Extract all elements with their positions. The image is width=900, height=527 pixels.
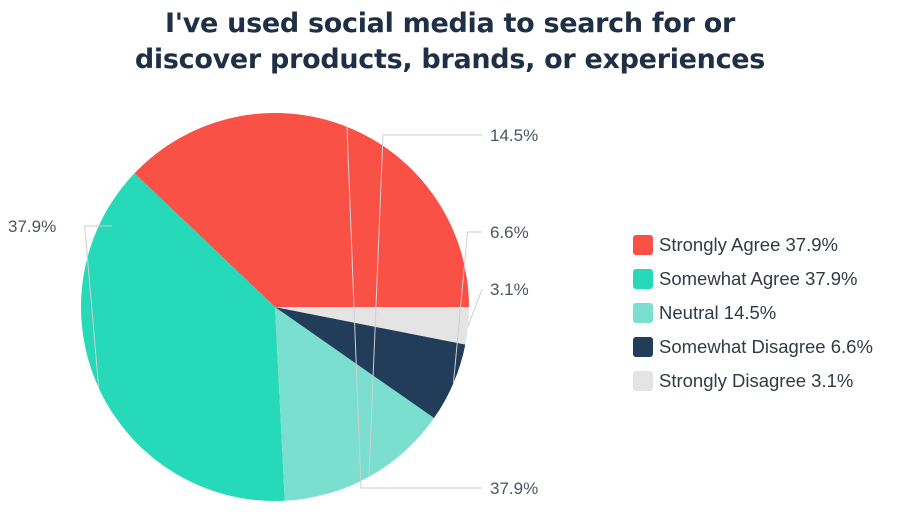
- pie-slice-somewhat-agree: [81, 173, 285, 501]
- legend-swatch-somewhat-disagree: [633, 337, 653, 357]
- legend-item-neutral: Neutral 14.5%: [633, 296, 873, 330]
- legend: Strongly Agree 37.9% Somewhat Agree 37.9%…: [633, 228, 873, 398]
- legend-label-strongly-disagree: Strongly Disagree 3.1%: [659, 370, 854, 391]
- data-label-strongly-disagree: 3.1%: [490, 280, 529, 299]
- legend-item-strongly-agree: Strongly Agree 37.9%: [633, 228, 873, 262]
- leader-lines: [84, 126, 483, 489]
- legend-item-somewhat-disagree: Somewhat Disagree 6.6%: [633, 330, 873, 364]
- pie-slice-strongly-agree: [134, 113, 470, 308]
- legend-swatch-strongly-agree: [633, 235, 653, 255]
- data-label-somewhat-disagree: 6.6%: [490, 223, 529, 242]
- leader-line-somewhat-disagree: [453, 231, 482, 383]
- legend-item-somewhat-agree: Somewhat Agree 37.9%: [633, 262, 873, 296]
- chart-title-line-2: discover products, brands, or experience…: [134, 44, 766, 75]
- leader-line-strongly-disagree: [467, 288, 483, 327]
- legend-swatch-neutral: [633, 303, 653, 323]
- pie-slice-neutral: [275, 307, 435, 501]
- chart-title-line-1: I've used social media to search for or: [165, 8, 735, 39]
- pie-slice-strongly-disagree: [275, 307, 469, 345]
- leader-line-strongly-agree: [346, 126, 482, 489]
- legend-label-neutral: Neutral 14.5%: [659, 302, 777, 323]
- legend-label-strongly-agree: Strongly Agree 37.9%: [659, 234, 838, 255]
- data-label-somewhat-agree: 37.9%: [8, 217, 56, 236]
- legend-swatch-strongly-disagree: [633, 371, 653, 391]
- pie-slices: [81, 113, 470, 501]
- leader-line-neutral: [368, 134, 482, 477]
- legend-label-somewhat-disagree: Somewhat Disagree 6.6%: [659, 336, 873, 357]
- legend-swatch-somewhat-agree: [633, 269, 653, 289]
- leader-line-somewhat-agree: [84, 225, 112, 388]
- legend-label-somewhat-agree: Somewhat Agree 37.9%: [659, 268, 858, 289]
- legend-item-strongly-disagree: Strongly Disagree 3.1%: [633, 364, 873, 398]
- chart-title: I've used social media to search for or …: [0, 6, 900, 78]
- pie-slice-somewhat-disagree: [275, 307, 466, 419]
- slice-labels: 37.9% 37.9% 14.5% 6.6% 3.1%: [8, 126, 538, 498]
- data-label-strongly-agree: 37.9%: [490, 479, 538, 498]
- data-label-neutral: 14.5%: [490, 126, 538, 145]
